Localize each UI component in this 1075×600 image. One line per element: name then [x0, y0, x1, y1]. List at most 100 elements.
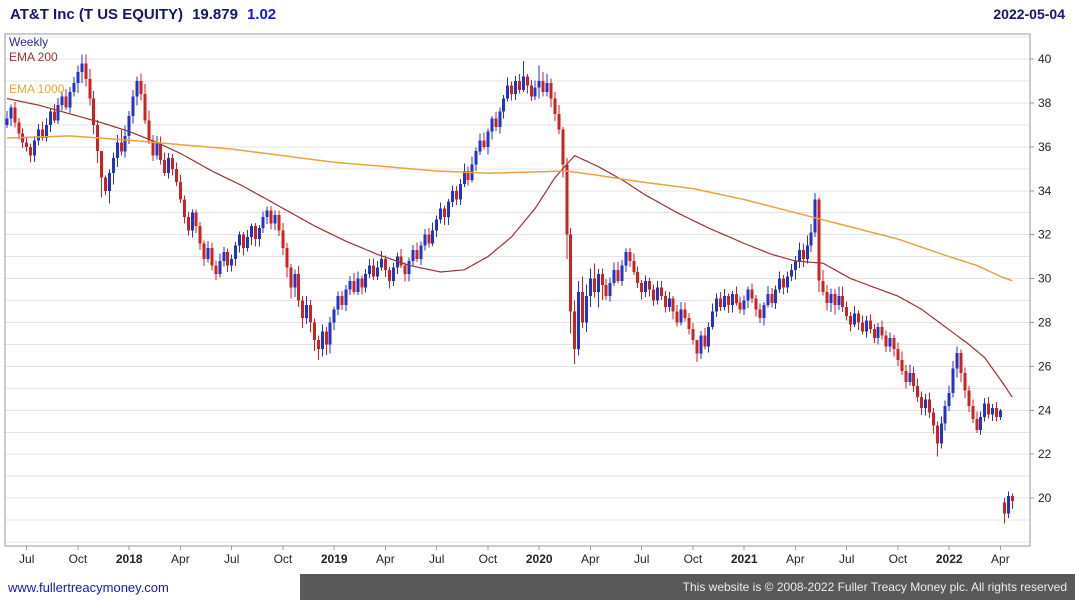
candle-body [837, 296, 841, 305]
candle-body [616, 269, 620, 281]
x-tick-label: Apr [991, 552, 1010, 566]
candle-body [44, 124, 48, 139]
copyright-text: This website is © 2008-2022 Fuller Treac… [682, 580, 1067, 594]
y-tick-label: 38 [1038, 96, 1052, 110]
candle-body [928, 399, 931, 413]
website-link[interactable]: www.fullertreacymoney.com [8, 579, 169, 595]
candle-body [439, 208, 443, 220]
candle-body [604, 285, 608, 297]
candle-body [246, 236, 249, 248]
y-tick-label: 22 [1038, 447, 1052, 461]
candle-body [285, 247, 289, 268]
candle-body [573, 311, 577, 349]
candle-body [368, 265, 372, 275]
candle-body [557, 113, 561, 130]
candle-body [182, 199, 186, 218]
candle-body [135, 81, 139, 97]
x-tick-label: Oct [69, 552, 88, 566]
candle-body [892, 337, 896, 349]
candle-body [17, 122, 21, 134]
candle-body [186, 217, 190, 231]
candle-body [328, 322, 332, 345]
y-tick-label: 26 [1038, 359, 1052, 373]
candle-body [340, 296, 344, 305]
candle-body [935, 425, 939, 444]
candle-body [525, 76, 529, 86]
candle-body [864, 320, 868, 332]
candle-body [813, 199, 817, 233]
candle-body [857, 313, 860, 323]
candle-body [506, 85, 510, 99]
candle-body [971, 405, 975, 420]
candle-body [955, 353, 959, 369]
candle-body [699, 335, 703, 354]
candle-body [861, 322, 864, 332]
candle-body [868, 320, 872, 330]
candle-body [206, 247, 210, 259]
ema1000-label: EMA 1000 [9, 82, 65, 96]
candle-body [64, 96, 68, 108]
candle-body [518, 81, 521, 90]
candle-body [659, 287, 663, 297]
candle-body [577, 291, 581, 349]
candle-body [569, 234, 573, 312]
x-tick-label: Jul [19, 552, 34, 566]
y-tick-label: 32 [1038, 228, 1052, 242]
candle-body [1002, 502, 1006, 514]
candle-body [222, 252, 226, 261]
candle-body [9, 107, 13, 119]
candle-body [52, 111, 56, 121]
candle-body [451, 190, 454, 202]
chart-date: 2022-05-04 [993, 6, 1065, 22]
last-price: 19.879 [192, 5, 238, 23]
x-tick-label: Oct [479, 552, 498, 566]
candle-body [454, 190, 458, 200]
candle-body [687, 318, 691, 330]
ema-line-1000 [6, 135, 1013, 282]
candle-body [411, 250, 415, 261]
instrument-title: AT&T Inc (T US EQUITY) [10, 5, 184, 23]
candle-body [281, 230, 285, 248]
candle-body [242, 234, 245, 248]
grid-layer [5, 36, 1030, 543]
candle-body [218, 261, 222, 275]
candle-body [778, 278, 782, 290]
candle-body [37, 129, 40, 141]
candle-body [939, 423, 943, 444]
candle-body [766, 294, 770, 305]
candle-body [805, 245, 809, 259]
candle-body [695, 340, 699, 354]
candle-body [257, 228, 261, 240]
candle-body [983, 403, 987, 417]
candle-body [908, 373, 912, 382]
candle-body [592, 278, 596, 292]
y-tick-label: 36 [1038, 140, 1052, 154]
candle-body [888, 337, 892, 347]
candle-body [920, 397, 924, 409]
candle-body [13, 107, 17, 123]
candle-body [987, 403, 991, 415]
candle-body [447, 201, 450, 218]
candle-body [588, 278, 592, 297]
x-tick-label: Jul [839, 552, 854, 566]
candle-body [628, 252, 632, 261]
candle-body [943, 405, 947, 424]
candle-body [565, 164, 569, 235]
candle-body [387, 269, 391, 281]
candle-body [277, 214, 281, 231]
candle-body [273, 214, 277, 224]
y-tick-label: 28 [1038, 316, 1052, 330]
candle-body [316, 340, 320, 349]
y-tick-label: 20 [1038, 491, 1052, 505]
candles-layer [5, 54, 1014, 524]
y-tick-label: 24 [1038, 403, 1052, 417]
y-tick-label: 34 [1038, 184, 1052, 198]
candle-body [502, 98, 506, 112]
candle-body [975, 419, 979, 431]
candle-body [230, 258, 234, 266]
x-tick-label: Jul [634, 552, 649, 566]
candle-body [991, 408, 994, 415]
candle-body [947, 392, 951, 406]
candle-body [33, 140, 37, 156]
